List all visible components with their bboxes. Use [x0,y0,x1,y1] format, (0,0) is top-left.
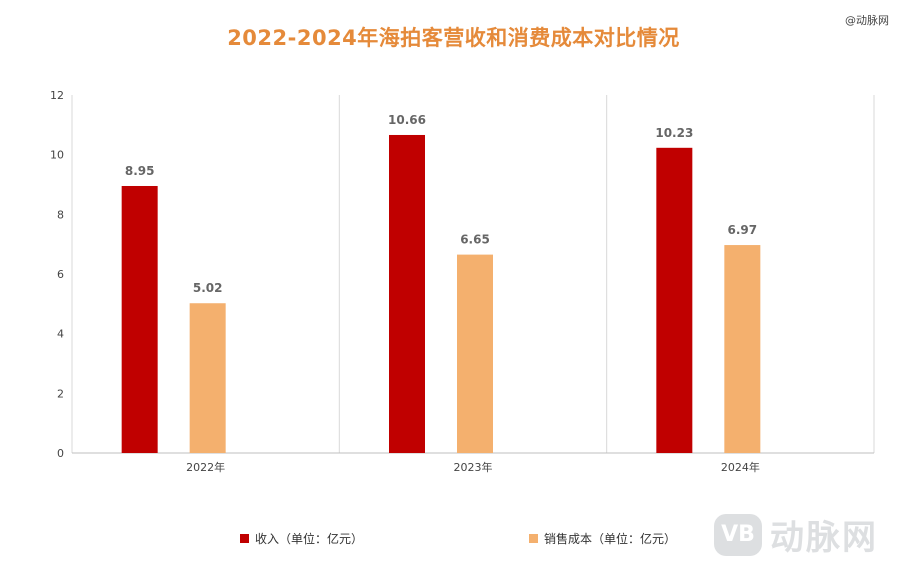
credit-text: @动脉网 [845,14,889,27]
y-tick-label: 2 [57,387,64,400]
bar-cost [189,303,226,453]
y-tick-label: 0 [57,447,64,460]
x-tick-label: 2023年 [454,460,493,474]
watermark: VB 动脉网 [714,510,878,559]
legend-item-cost[interactable]: 销售成本（单位：亿元） [529,530,676,547]
x-tick-label: 2022年 [186,460,225,474]
legend-item-revenue[interactable]: 收入（单位：亿元） [240,530,363,547]
y-tick-label: 8 [57,208,64,221]
data-label: 8.95 [125,164,155,178]
bar-cost [457,254,493,453]
watermark-text: 动脉网 [770,518,878,558]
x-tick-label: 2024年 [721,460,760,474]
bar-cost [724,245,761,453]
chart-title: 2022-2024年海拍客营收和消费成本对比情况 [227,26,680,50]
bar-revenue [656,147,693,453]
bar-revenue [121,185,158,453]
data-label: 5.02 [193,281,223,295]
legend-label-cost: 销售成本（单位：亿元） [544,532,677,546]
y-tick-label: 10 [50,149,64,162]
data-label: 6.97 [728,223,758,237]
legend-swatch-revenue [240,534,249,543]
data-label: 10.66 [388,113,426,127]
legend: 收入（单位：亿元） 销售成本（单位：亿元） [0,530,907,550]
data-label: 10.23 [655,126,693,140]
data-label: 6.65 [460,233,490,247]
legend-label-revenue: 收入（单位：亿元） [255,532,364,546]
y-tick-label: 6 [57,268,64,281]
legend-swatch-cost [529,534,538,543]
y-tick-label: 4 [57,328,64,341]
y-tick-label: 12 [50,89,64,102]
bar-revenue [389,134,425,453]
watermark-logo-icon: VB [714,513,762,556]
